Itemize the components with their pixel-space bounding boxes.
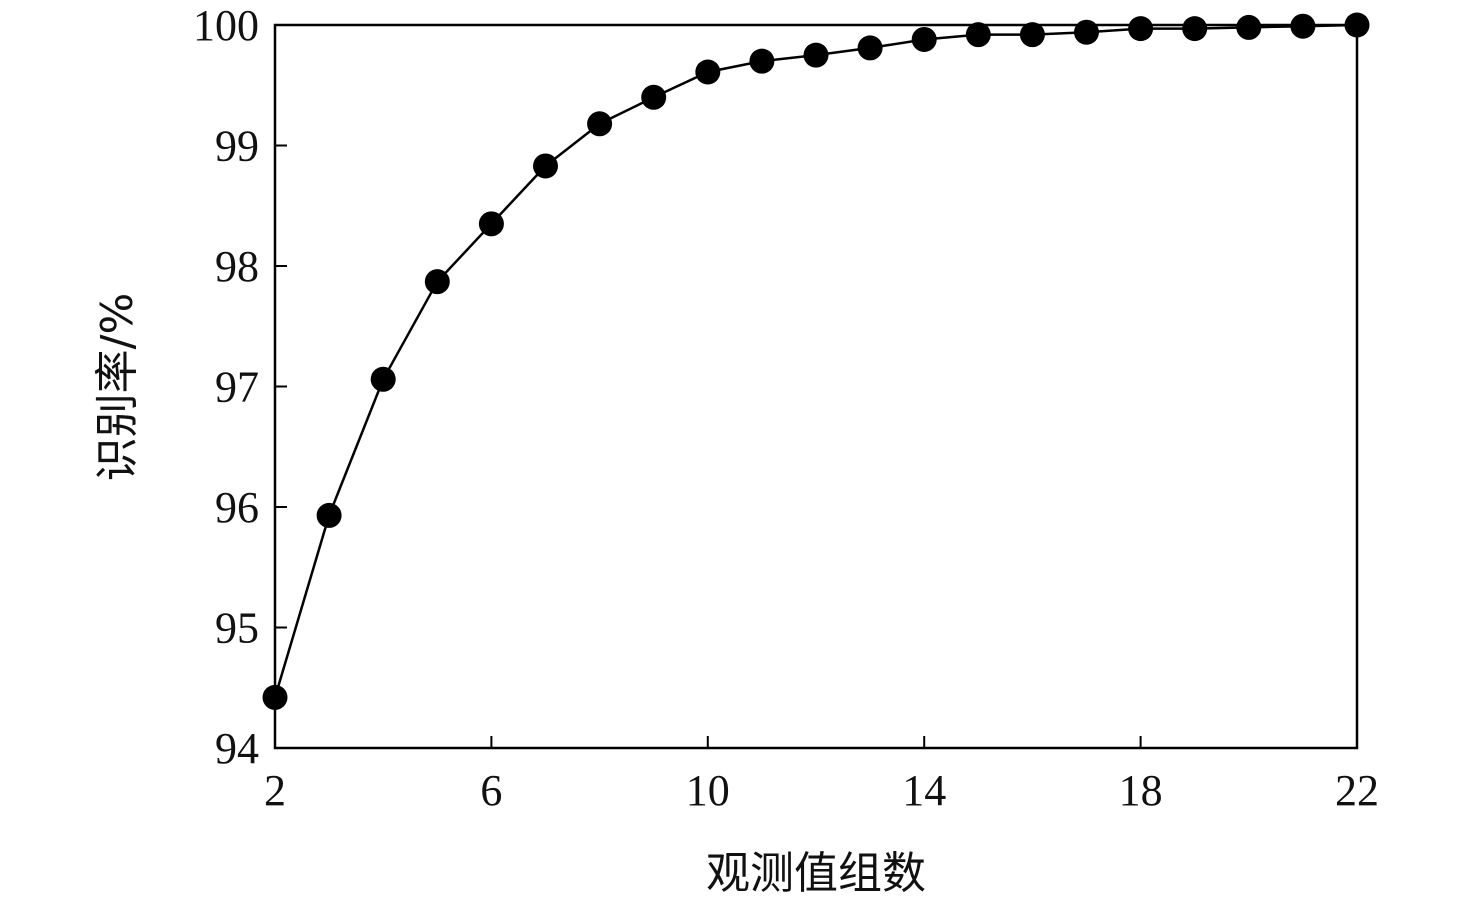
data-point <box>857 35 883 61</box>
data-point <box>1182 16 1208 42</box>
data-point <box>641 84 667 110</box>
data-point <box>587 111 613 137</box>
x-tick-label: 2 <box>264 766 286 815</box>
x-tick-label: 18 <box>1119 766 1163 815</box>
x-tick-label: 14 <box>902 766 946 815</box>
plot-frame <box>273 23 1359 750</box>
x-tick-label: 6 <box>480 766 502 815</box>
data-series <box>262 12 1370 710</box>
data-point <box>1290 13 1316 39</box>
data-point <box>1128 16 1154 42</box>
y-tick-label: 96 <box>215 483 259 532</box>
y-tick-label: 94 <box>215 724 259 773</box>
x-tick-label: 22 <box>1335 766 1379 815</box>
data-point <box>1019 22 1045 48</box>
plot-area <box>273 23 1359 750</box>
data-point <box>965 22 991 48</box>
axes: 2 6 10 14 18 22 94 95 96 97 98 99 100 <box>193 1 1379 815</box>
data-point <box>478 211 504 237</box>
data-point <box>695 59 721 85</box>
data-point <box>370 366 396 392</box>
data-point <box>1344 12 1370 38</box>
y-tick-label: 100 <box>193 1 259 50</box>
x-axis-title: 观测值组数 <box>706 848 926 899</box>
data-point <box>424 269 450 295</box>
y-tick-label: 97 <box>215 363 259 412</box>
series-line <box>273 23 1358 698</box>
data-point <box>1074 19 1099 45</box>
y-tick-label: 95 <box>215 604 259 653</box>
y-tick-label: 98 <box>215 242 259 291</box>
data-point <box>316 502 342 528</box>
data-point <box>533 153 558 179</box>
x-tick-label: 10 <box>686 766 730 815</box>
data-point <box>262 684 288 710</box>
data-point <box>803 42 829 68</box>
data-point <box>911 26 937 52</box>
y-tick-label: 99 <box>215 122 259 171</box>
y-axis-title: 识别率/% <box>92 293 143 482</box>
data-point <box>1236 14 1262 40</box>
data-point <box>749 48 775 74</box>
